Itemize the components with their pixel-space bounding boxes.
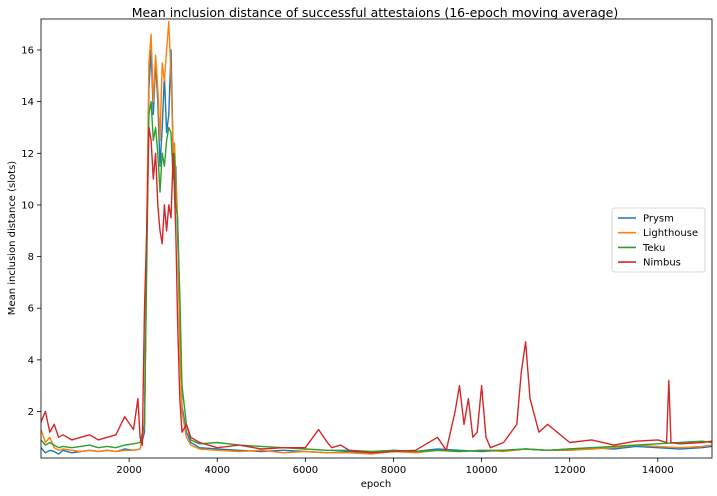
legend-label: Prysm <box>643 214 674 225</box>
legend-label: Teku <box>642 243 665 254</box>
plot-area-frame <box>40 18 713 459</box>
y-axis-label: Mean inclusion distance (slots) <box>7 161 18 315</box>
series-line-nimbus <box>41 126 712 454</box>
x-tick-label: 4000 <box>205 465 230 476</box>
x-tick-label: 14000 <box>642 465 674 476</box>
legend: Prysm Lighthouse Teku Nimbus <box>611 207 706 273</box>
y-tick-label: 16 <box>21 45 34 56</box>
x-tick-label: 12000 <box>554 465 586 476</box>
y-tick-label: 14 <box>21 97 34 108</box>
y-tick-label: 4 <box>28 355 34 366</box>
y-tick-label: 6 <box>28 304 34 315</box>
legend-label: Lighthouse <box>643 228 698 239</box>
y-tick-label: 12 <box>21 149 34 160</box>
x-tick-label: 6000 <box>293 465 318 476</box>
x-tick-label: 10000 <box>466 465 498 476</box>
x-axis: 2000 4000 6000 8000 10000 12000 14000 <box>116 458 674 476</box>
x-axis-label: epoch <box>361 479 391 490</box>
chart-title: Mean inclusion distance of successful at… <box>132 5 619 20</box>
legend-label: Nimbus <box>643 258 681 269</box>
series-layer <box>41 20 712 455</box>
y-axis: 2 4 6 8 10 12 14 16 <box>21 45 41 418</box>
legend-box <box>611 207 706 273</box>
series-line-teku <box>41 100 712 453</box>
y-tick-label: 8 <box>28 252 34 263</box>
x-tick-label: 8000 <box>381 465 406 476</box>
y-tick-label: 10 <box>21 200 34 211</box>
x-tick-label: 2000 <box>116 465 141 476</box>
y-tick-label: 2 <box>28 407 34 418</box>
